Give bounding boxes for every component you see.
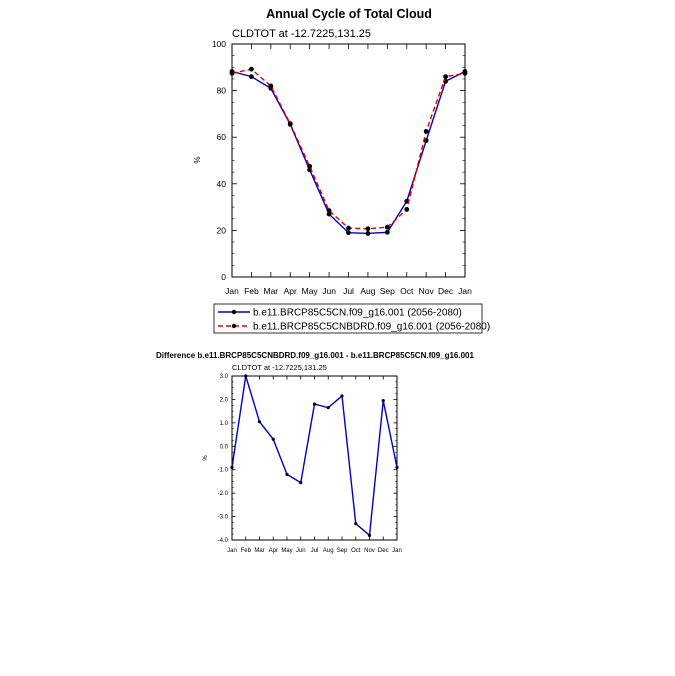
diff-chart-title: Difference b.e11.BRCP85C5CNBDRD.f09_g16.…: [156, 351, 474, 360]
data-point-marker: [423, 138, 429, 144]
y-tick-label: 20: [217, 225, 227, 235]
series-line-2: [231, 68, 466, 230]
data-point-marker: [462, 70, 468, 76]
x-tick-label: Oct: [351, 548, 361, 554]
data-point-marker: [307, 163, 313, 169]
x-tick-label: Nov: [364, 548, 375, 554]
legend-box: [213, 303, 483, 334]
data-point-marker: [287, 121, 293, 127]
data-point-marker: [326, 208, 332, 213]
series-line-1: [231, 375, 398, 537]
data-point-marker: [365, 226, 371, 232]
x-tick-label: Feb: [244, 286, 259, 296]
data-point-marker: [326, 211, 332, 217]
data-point-marker: [285, 472, 289, 476]
x-tick-label: Feb: [241, 548, 252, 554]
y-tick-label: 3.0: [220, 374, 229, 380]
x-tick-label: Mar: [254, 548, 264, 554]
x-tick-label: Aug: [323, 548, 334, 554]
data-point-marker: [249, 66, 254, 72]
y-tick-label: 0: [221, 272, 226, 282]
x-tick-label: Sep: [380, 286, 395, 296]
x-tick-label: Jul: [311, 548, 319, 554]
diff-axis-ticks: Jan Feb Mar Apr May Jun Jul Aug Sep Oct Nov Dec Jan-…: [218, 374, 402, 554]
x-tick-label: Jan: [458, 286, 472, 296]
legend-label-2: b.e11.BRCP85C5CNBDRD.f09_g16.001 (2056-2…: [253, 322, 490, 333]
diff-plot-frame: [231, 375, 398, 541]
y-tick-label: 0.0: [220, 444, 229, 450]
x-tick-label: Oct: [400, 286, 414, 296]
x-tick-label: Jan: [225, 286, 239, 296]
data-point-marker: [249, 74, 254, 80]
x-tick-label: Jun: [322, 286, 336, 296]
data-point-marker: [340, 394, 344, 398]
x-tick-label: Jan: [227, 548, 237, 554]
x-tick-label: Apr: [284, 286, 297, 296]
main-axis-ticks: Jan Feb Mar Apr May Jun Jul Aug Sep Oct Nov Dec Jan 0…: [212, 39, 472, 296]
data-point-marker: [312, 402, 317, 406]
y-tick-label: -2.0: [218, 491, 229, 497]
data-point-marker: [244, 374, 248, 378]
y-tick-label: -3.0: [218, 515, 229, 521]
data-point-marker: [229, 70, 235, 76]
data-point-marker: [423, 128, 429, 134]
legend-label-1: b.e11.BRCP85C5CN.f09_g16.001 (2056-2080): [253, 308, 462, 319]
x-tick-label: Dec: [438, 286, 454, 296]
x-tick-label: Dec: [378, 548, 389, 554]
data-point-marker: [443, 74, 448, 80]
data-point-marker: [384, 229, 390, 235]
x-tick-label: Nov: [419, 286, 435, 296]
data-point-marker: [367, 533, 372, 537]
main-series-group: [229, 66, 468, 236]
y-tick-label: 60: [217, 132, 227, 142]
x-tick-label: May: [302, 286, 319, 296]
data-point-marker: [268, 83, 274, 89]
main-chart-subtitle: CLDTOT at -12.7225,131.25: [232, 28, 371, 40]
main-y-axis-label: %: [193, 156, 202, 163]
main-chart-title: Annual Cycle of Total Cloud: [266, 7, 432, 21]
diff-chart-subtitle: CLDTOT at -12.7225,131.25: [232, 363, 327, 372]
y-tick-label: -1.0: [218, 468, 229, 474]
data-point-marker: [346, 230, 351, 236]
x-tick-label: Jul: [343, 286, 354, 296]
x-tick-label: Jun: [296, 548, 306, 554]
y-tick-label: 100: [212, 39, 226, 49]
y-tick-label: 2.0: [220, 397, 229, 403]
data-point-marker: [346, 225, 351, 231]
legend-marker-1: [231, 309, 237, 315]
y-tick-label: 80: [217, 86, 227, 96]
data-point-marker: [365, 231, 371, 236]
series-line-1: [231, 70, 466, 235]
y-tick-label: 40: [217, 179, 227, 189]
y-tick-label: 1.0: [220, 421, 229, 427]
data-point-marker: [299, 481, 303, 485]
data-point-marker: [404, 207, 410, 212]
x-tick-label: Aug: [360, 286, 375, 296]
x-tick-label: Mar: [264, 286, 279, 296]
x-tick-label: Jan: [392, 548, 402, 554]
data-point-marker: [395, 465, 399, 469]
data-point-marker: [230, 465, 234, 469]
x-tick-label: Sep: [337, 548, 348, 554]
data-point-marker: [326, 406, 330, 410]
legend-marker-2: [231, 323, 237, 329]
y-tick-label: -4.0: [218, 538, 229, 544]
x-tick-label: May: [281, 548, 292, 554]
data-point-marker: [384, 224, 390, 230]
main-plot-frame: [231, 43, 466, 278]
data-point-marker: [271, 437, 275, 441]
x-tick-label: Apr: [269, 548, 278, 554]
data-point-marker: [381, 399, 385, 403]
data-point-marker: [257, 420, 262, 424]
diff-y-axis-label: %: [203, 455, 209, 461]
data-point-marker: [354, 522, 358, 526]
diff-series-group: [230, 374, 399, 537]
